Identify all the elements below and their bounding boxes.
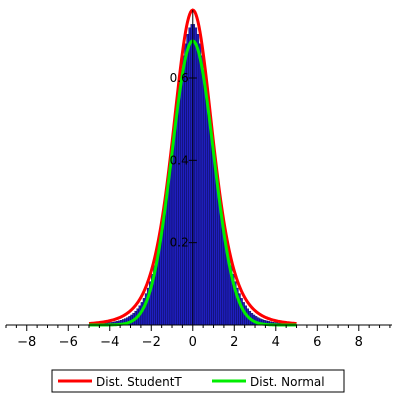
histogram-bar — [178, 85, 181, 326]
x-tick-label: 8 — [355, 335, 363, 350]
y-tick-label: 0.6 — [170, 71, 189, 85]
x-tick-label: 4 — [272, 335, 280, 350]
histogram-bar — [205, 85, 208, 326]
histogram-bar — [180, 69, 183, 326]
x-ticks: −8 −6 −4 −2 0 2 4 6 8 — [5, 325, 391, 350]
legend-box — [51, 369, 345, 393]
x-tick-label: 0 — [189, 335, 197, 350]
histogram-bar — [188, 27, 191, 326]
histogram-bar — [184, 43, 187, 326]
legend-label-studentt: Dist. StudentT — [96, 375, 182, 389]
x-tick-label: −2 — [142, 335, 161, 350]
y-tick-label: 0.2 — [170, 236, 189, 250]
histogram-bar — [200, 55, 204, 326]
histogram-bar — [209, 120, 212, 326]
y-ticks: 0.2 0.4 0.6 — [170, 71, 197, 250]
histogram-bar — [182, 55, 185, 326]
legend-label-normal: Dist. Normal — [250, 375, 325, 389]
histogram-bar — [202, 69, 206, 326]
x-tick-label: −4 — [100, 335, 119, 350]
x-tick-label: 6 — [313, 335, 321, 350]
histogram-bar — [211, 138, 214, 326]
y-tick-label: 0.4 — [170, 153, 189, 167]
histogram-bar — [196, 34, 200, 326]
x-tick-label: 2 — [230, 335, 238, 350]
x-tick-label: −6 — [59, 335, 78, 350]
histogram-bar — [175, 102, 179, 326]
histogram-bar — [198, 43, 202, 326]
x-tick-label: −8 — [17, 335, 36, 350]
histogram-bar — [194, 27, 198, 326]
histogram-bar — [213, 155, 216, 326]
legend: Dist. StudentT Dist. Normal — [51, 369, 345, 393]
histogram-bar — [173, 120, 177, 326]
histogram-bar — [207, 102, 210, 326]
